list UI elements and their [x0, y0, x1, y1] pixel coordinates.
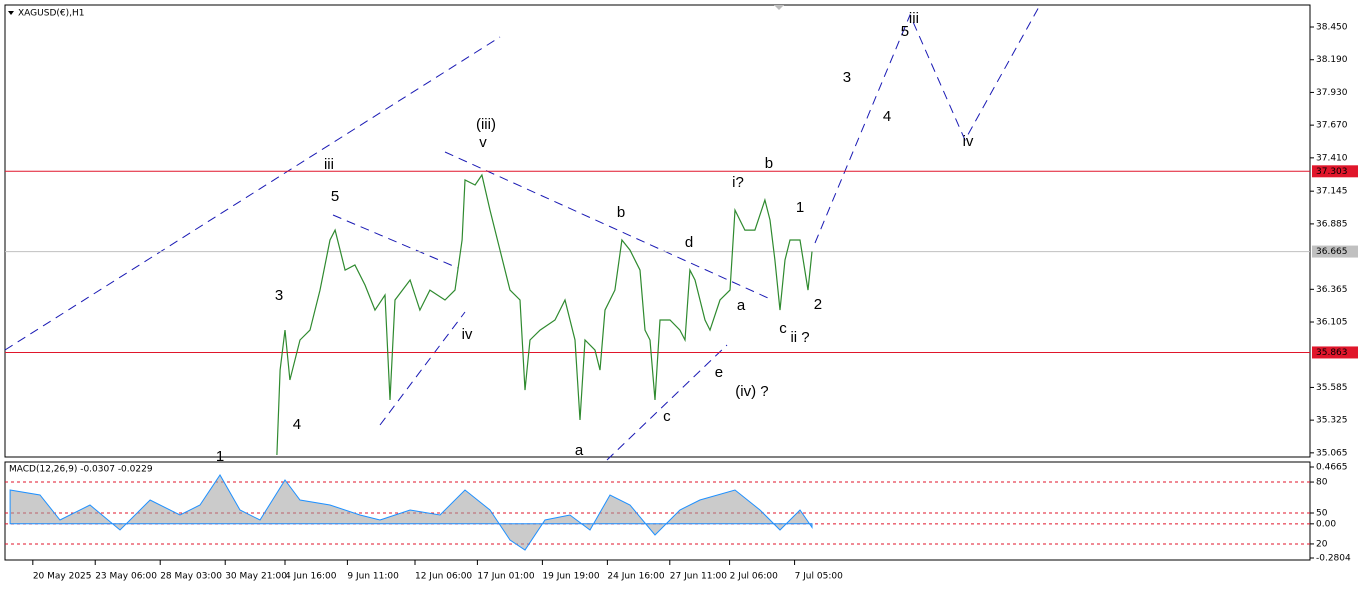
wave-label: b — [765, 155, 773, 172]
wave-label: 5 — [331, 188, 339, 205]
wave-label: c — [663, 408, 671, 425]
y-tick-label: 37.410 — [1316, 153, 1348, 163]
wave-label: i? — [732, 174, 744, 191]
trend-line — [332, 214, 459, 269]
y-tick-label: 36.885 — [1316, 219, 1348, 229]
shift-marker — [774, 5, 784, 10]
y-tick-label: 35.585 — [1316, 383, 1348, 393]
price-line — [276, 173, 813, 456]
x-tick-label: 30 May 21:00 — [225, 572, 287, 582]
trend-line — [606, 344, 728, 461]
x-tick-label: 12 Jun 06:00 — [415, 572, 472, 582]
macd-title: MACD(12,26,9) -0.0307 -0.0229 — [9, 465, 153, 475]
y-tick-label: 20 — [1316, 539, 1328, 549]
wave-label: (iv) ? — [735, 383, 768, 400]
x-tick-label: 2 Jul 06:00 — [730, 572, 779, 582]
macd-area — [9, 474, 813, 551]
wave-label: e — [715, 364, 723, 381]
x-tick-label: 24 Jun 16:00 — [607, 572, 664, 582]
y-tick-label: -0.2804 — [1316, 554, 1351, 564]
wave-label: b — [617, 204, 625, 221]
y-tick-label: 37.145 — [1316, 187, 1348, 197]
y-tick-label: 80 — [1316, 478, 1328, 488]
wave-label: 4 — [883, 108, 891, 125]
menu-arrow[interactable] — [8, 11, 14, 15]
y-tick-label: 0.00 — [1316, 519, 1336, 529]
y-tick-label: 35.325 — [1316, 416, 1348, 426]
y-tick-label: 0.4665 — [1316, 463, 1348, 473]
price-level-label: 35.863 — [1316, 348, 1348, 358]
wave-label: a — [737, 297, 746, 314]
x-tick-label: 27 Jun 11:00 — [670, 572, 727, 582]
y-tick-label: 37.670 — [1316, 121, 1348, 131]
y-tick-label: 36.105 — [1316, 318, 1348, 328]
y-tick-label: 36.365 — [1316, 285, 1348, 295]
wave-label: iii — [909, 10, 919, 27]
x-tick-label: 20 May 2025 — [33, 572, 92, 582]
wave-label: (iii) — [476, 116, 496, 133]
x-tick-label: 7 Jul 05:00 — [795, 572, 844, 582]
x-tick-label: 23 May 06:00 — [95, 572, 157, 582]
x-tick-label: 9 Jun 11:00 — [347, 572, 399, 582]
wave-label: iv — [462, 326, 473, 343]
trend-line — [379, 311, 466, 426]
projection-path — [814, 4, 1041, 244]
y-tick-label: 35.065 — [1316, 448, 1348, 458]
y-tick-label: 38.450 — [1316, 23, 1348, 33]
wave-label: iv — [963, 133, 974, 150]
price-level-box — [1312, 346, 1358, 359]
plot-layer: 38.450 38.190 37.930 37.670 37.410 37.145 36.8… — [5, 10, 1358, 582]
x-tick-label: 4 Jun 16:00 — [285, 572, 337, 582]
wave-label: 3 — [275, 287, 283, 304]
wave-label: d — [685, 234, 693, 251]
price-panel — [4, 4, 1311, 458]
wave-label: 4 — [293, 416, 301, 433]
price-level-box — [1312, 245, 1358, 258]
wave-label: 1 — [216, 448, 224, 465]
wave-label: 2 — [814, 296, 822, 313]
price-level-label: 37.303 — [1316, 167, 1348, 177]
x-tick-label: 28 May 03:00 — [160, 572, 222, 582]
wave-label: iii — [324, 156, 334, 173]
trend-line — [4, 36, 501, 351]
x-tick-label: 17 Jun 01:00 — [477, 572, 534, 582]
wave-label: v — [479, 134, 487, 151]
wave-label: 3 — [843, 69, 851, 86]
wave-label: 5 — [901, 23, 909, 40]
wave-label: a — [575, 442, 584, 459]
price-level-box — [1312, 165, 1358, 178]
chart-title: XAGUSD(€),H1 — [18, 9, 84, 19]
y-tick-label: 50 — [1316, 508, 1328, 518]
x-tick-label: 19 Jun 19:00 — [542, 572, 599, 582]
wave-label: 1 — [796, 199, 804, 216]
wave-label: ii ? — [790, 329, 809, 346]
y-tick-label: 38.190 — [1316, 55, 1348, 65]
wave-label: c — [779, 320, 787, 337]
price-level-label: 36.665 — [1316, 247, 1348, 257]
y-tick-label: 37.930 — [1316, 88, 1348, 98]
projection-lines — [4, 4, 1041, 461]
